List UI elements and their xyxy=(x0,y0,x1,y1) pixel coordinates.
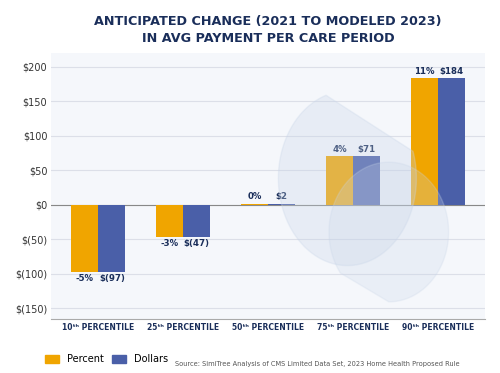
Polygon shape xyxy=(278,95,416,266)
Bar xyxy=(98,205,126,272)
Text: $2: $2 xyxy=(276,192,288,201)
Legend: Percent, Dollars: Percent, Dollars xyxy=(45,354,168,364)
Text: $(97): $(97) xyxy=(99,274,125,283)
Bar xyxy=(326,156,353,205)
Text: $71: $71 xyxy=(358,145,376,154)
Bar xyxy=(438,78,466,205)
Bar xyxy=(353,156,380,205)
Text: -5%: -5% xyxy=(76,274,94,283)
Text: $184: $184 xyxy=(440,67,464,76)
Text: 4%: 4% xyxy=(332,145,347,154)
Text: 0%: 0% xyxy=(248,192,262,201)
Bar xyxy=(241,204,268,205)
Text: Source: SimiTree Analysis of CMS Limited Data Set, 2023 Home Health Proposed Rul: Source: SimiTree Analysis of CMS Limited… xyxy=(175,361,460,367)
Bar xyxy=(268,204,295,205)
Text: 11%: 11% xyxy=(414,67,435,76)
Text: -3%: -3% xyxy=(160,239,178,248)
Bar xyxy=(71,205,99,272)
Bar xyxy=(156,205,184,237)
Bar xyxy=(411,78,438,205)
Polygon shape xyxy=(329,162,448,302)
Text: $(47): $(47) xyxy=(184,239,210,248)
Bar xyxy=(184,205,210,237)
Title: ANTICIPATED CHANGE (2021 TO MODELED 2023)
IN AVG PAYMENT PER CARE PERIOD: ANTICIPATED CHANGE (2021 TO MODELED 2023… xyxy=(94,15,442,45)
